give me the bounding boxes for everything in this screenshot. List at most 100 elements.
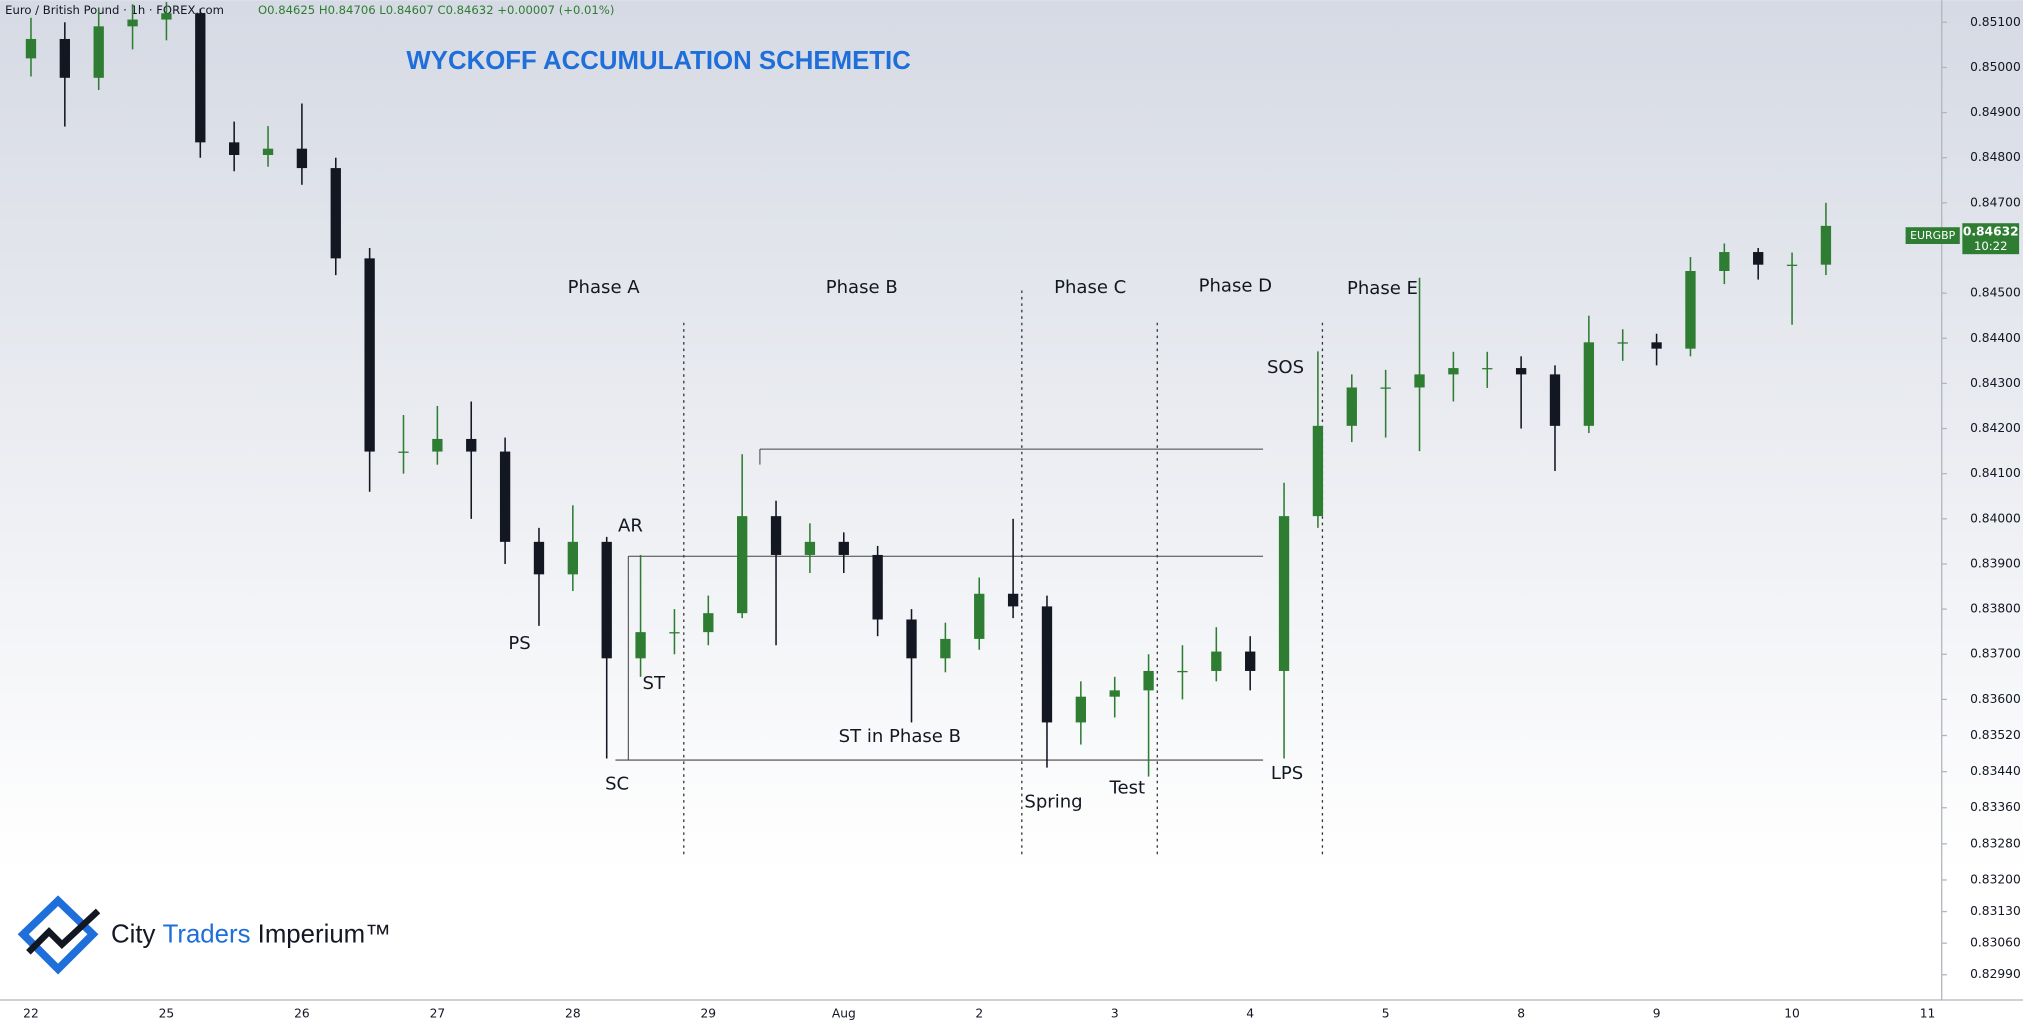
candle-body [1346, 387, 1357, 426]
candle-body [1583, 342, 1595, 426]
y-tick-label: 0.83800 [1970, 602, 2021, 616]
x-tick-label: Aug [832, 1007, 856, 1021]
candle-body [906, 619, 917, 659]
candle-body [1177, 670, 1188, 673]
x-tick-label: 26 [294, 1007, 310, 1021]
y-tick-label: 0.83130 [1970, 904, 2021, 918]
x-tick-label: 29 [701, 1007, 717, 1021]
phase-label: Phase E [1347, 278, 1418, 299]
x-tick-label: 22 [23, 1007, 39, 1021]
candle-body [1685, 271, 1696, 349]
candle-body [1549, 374, 1561, 426]
candle-body [1820, 225, 1832, 265]
x-tick-label: 25 [159, 1007, 175, 1021]
candle-body [804, 541, 816, 555]
phase-dividers [683, 290, 1324, 859]
logo-mark [17, 895, 99, 975]
phase-label: Phase B [826, 277, 898, 298]
candle-body [1143, 670, 1154, 691]
y-tick-label: 0.83360 [1970, 800, 2021, 814]
y-tick-label: 0.83200 [1970, 872, 2021, 886]
candle-body [1651, 342, 1662, 349]
candle-body [432, 438, 443, 452]
event-label: Spring [1024, 792, 1082, 813]
phase-label: Phase D [1199, 276, 1273, 297]
candle-body [1753, 252, 1764, 265]
candle-body [59, 38, 70, 78]
candle-body [1278, 516, 1290, 671]
candle-body [1007, 593, 1019, 607]
y-tick-label: 0.83060 [1970, 936, 2021, 950]
y-tick-label: 0.84200 [1970, 421, 2021, 435]
candle-body [25, 38, 37, 59]
candle-body [737, 516, 748, 614]
candle-body [195, 13, 206, 143]
event-label: ST in Phase B [839, 726, 961, 747]
instrument: Euro / British Pound · 1h · FOREX.com [5, 3, 224, 17]
logo-part: Traders [163, 920, 251, 948]
ohlc: O0.84625 H0.84706 L0.84607 C0.84632 +0.0… [258, 3, 614, 17]
candle-body [1312, 425, 1324, 517]
x-tick-label: 5 [1382, 1007, 1390, 1021]
x-tick-label: 2 [975, 1007, 983, 1021]
event-label: SOS [1267, 357, 1304, 378]
y-tick-label: 0.84900 [1970, 105, 2021, 119]
countdown: 10:22 [1974, 239, 2007, 253]
phase-label: Phase C [1054, 277, 1126, 298]
y-tick-label: 0.84500 [1970, 286, 2021, 300]
last-price-box [1962, 223, 2020, 255]
y-tick-label: 0.84000 [1970, 511, 2021, 525]
candle-body [567, 541, 578, 575]
candle-body [872, 554, 883, 620]
y-tick-label: 0.83900 [1970, 556, 2021, 570]
event-label: PS [508, 633, 530, 654]
candle-body [669, 632, 680, 634]
candle-body [398, 451, 409, 453]
event-label: Test [1109, 777, 1146, 798]
x-tick-label: 3 [1111, 1007, 1119, 1021]
candle-body [703, 613, 714, 633]
event-label: ST [643, 673, 666, 694]
candle-body [1041, 606, 1053, 723]
chart-title: WYCKOFF ACCUMULATION SCHEMETIC [406, 47, 910, 75]
x-tick-label: 9 [1653, 1007, 1661, 1021]
candle-body [1482, 368, 1493, 370]
y-tick-label: 0.83440 [1970, 764, 2021, 778]
candle-body [1380, 387, 1391, 389]
x-tick-label: 11 [1920, 1007, 1936, 1021]
y-tick-label: 0.84800 [1970, 150, 2021, 164]
candle-body [161, 13, 172, 20]
symbol-box [1905, 227, 1960, 244]
candle-body [601, 541, 612, 659]
y-tick-label: 0.84700 [1970, 195, 2021, 209]
candle-body [770, 516, 782, 555]
y-tick-label: 0.84400 [1970, 331, 2021, 345]
y-tick-label: 0.83520 [1970, 728, 2021, 742]
phase-label: Phase A [568, 277, 641, 298]
candle-body [1617, 342, 1628, 344]
candle-body [330, 168, 341, 259]
x-tick-label: 10 [1784, 1007, 1800, 1021]
candle-body [1448, 368, 1459, 375]
y-tick-label: 0.84300 [1970, 376, 2021, 390]
candle-body [1245, 651, 1256, 671]
candle-body [127, 19, 138, 27]
candle-body [1075, 696, 1087, 723]
candle-body [1719, 252, 1730, 272]
x-tick-label: 28 [565, 1007, 581, 1021]
candle-body [262, 148, 274, 155]
symbol-label: EURGBP [1910, 229, 1956, 242]
y-tick-label: 0.84100 [1970, 466, 2021, 480]
candle-body [1211, 651, 1222, 671]
candle-body [499, 451, 511, 542]
range-lines [615, 448, 1264, 761]
y-tick-label: 0.83280 [1970, 836, 2021, 850]
x-tick-label: 4 [1246, 1007, 1254, 1021]
logo-text: City Traders Imperium™ [111, 920, 391, 948]
candle-body [635, 632, 646, 659]
candle-body [1515, 368, 1527, 375]
candle-body [940, 638, 951, 659]
candle-body [533, 541, 545, 575]
